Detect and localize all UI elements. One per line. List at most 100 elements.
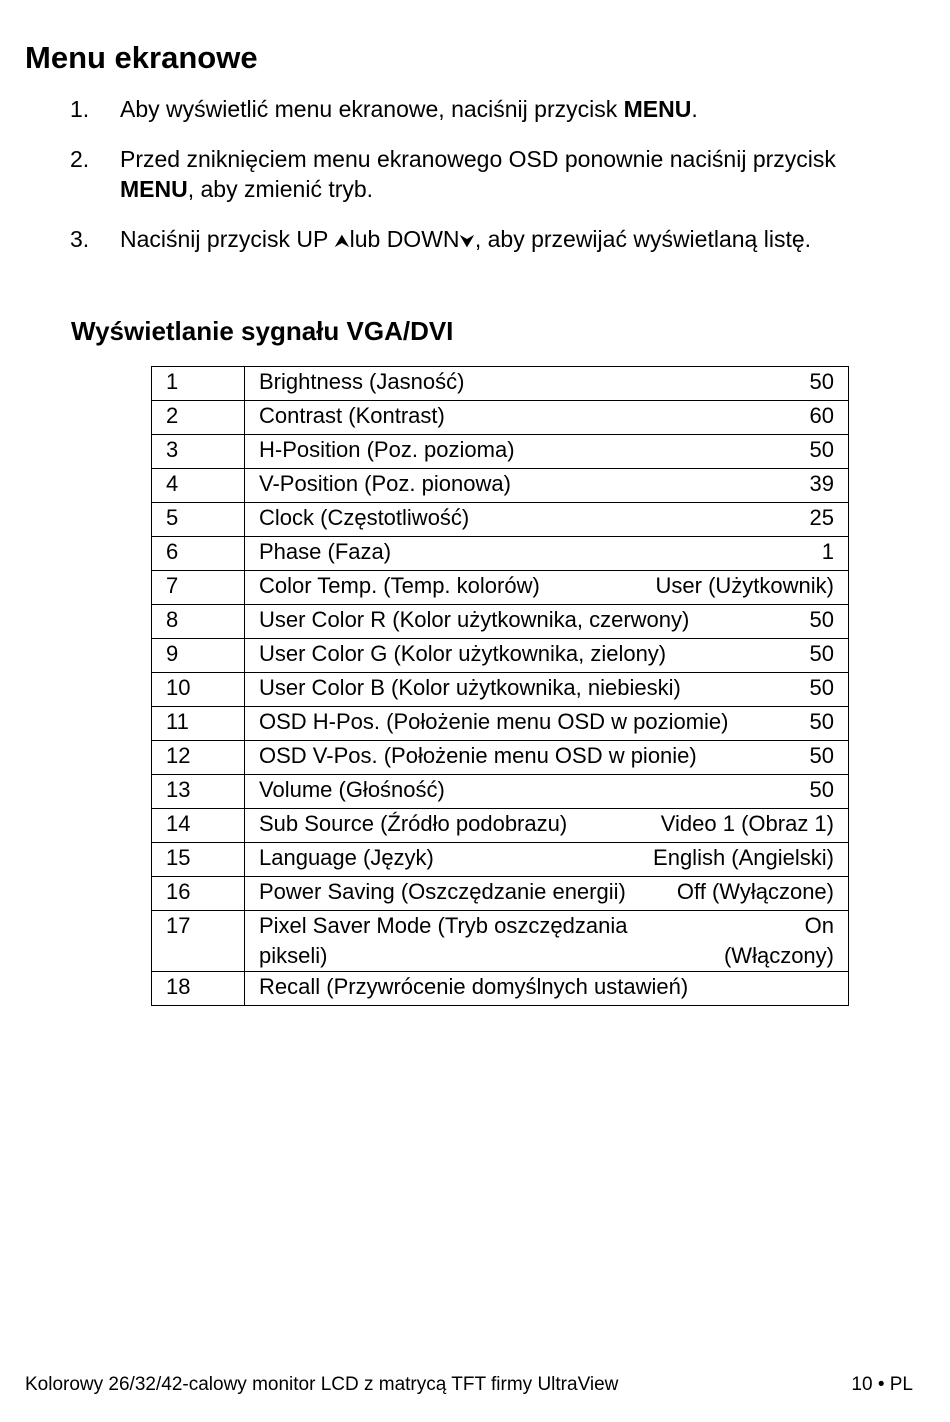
row-number: 18: [151, 971, 245, 1006]
setting-cell: 1 Phase (Faza): [244, 536, 849, 571]
setting-value: Off (Wyłączone): [676, 879, 834, 904]
setting-name: Language (Język): [259, 845, 434, 870]
footer-text: Kolorowy 26/32/42-calowy monitor LCD z m…: [25, 1374, 619, 1395]
row-number: 15: [151, 842, 245, 877]
step-text: lub DOWN: [349, 226, 460, 252]
setting-name: Clock (Częstotliwość): [259, 505, 470, 530]
setting-value: 25: [809, 505, 834, 530]
step-text: Naciśnij przycisk UP: [120, 226, 335, 252]
row-number: 17: [151, 910, 245, 972]
step-text: , aby zmienić tryb.: [187, 176, 374, 202]
table-row: 8 50 User Color R (Kolor użytkownika, czer…: [151, 604, 849, 639]
setting-value: On (Włączony): [723, 913, 834, 968]
setting-name: H-Position (Poz. pozioma): [259, 437, 515, 462]
setting-cell: 50 User Color G (Kolor użytkownika, zielo…: [244, 638, 849, 673]
row-number: 8: [151, 604, 245, 639]
row-number: 10: [151, 672, 245, 707]
setting-value: User (Użytkownik): [655, 573, 834, 598]
setting-cell: 50 User Color B (Kolor użytkownika, niebi…: [244, 672, 849, 707]
step-text: Aby wyświetlić menu ekranowe, naciśnij p…: [120, 96, 624, 122]
setting-value: 50: [809, 675, 834, 700]
step-key: MENU: [120, 176, 188, 202]
row-number: 6: [151, 536, 245, 571]
row-number: 5: [151, 502, 245, 537]
setting-value: 60: [809, 403, 834, 428]
setting-cell: 60 Contrast (Kontrast): [244, 400, 849, 435]
table-row: 10 50 User Color B (Kolor użytkownika, nie…: [151, 672, 849, 707]
setting-cell: 50 OSD H-Pos. (Położenie menu OSD w pozio…: [244, 706, 849, 741]
table-row: 5 25 Clock (Częstotliwość): [151, 502, 849, 537]
table-row: 15 English (Angielski) Language (Język): [151, 842, 849, 877]
table-row: 6 1 Phase (Faza): [151, 536, 849, 571]
setting-value: Video 1 (Obraz 1): [660, 811, 834, 836]
setting-value: 50: [809, 709, 834, 734]
row-number: 11: [151, 706, 245, 741]
setting-name: V-Position (Poz. pionowa): [259, 471, 511, 496]
table-row: 18 Recall (Przywrócenie domyślnych ustawi…: [151, 971, 849, 1006]
setting-name: Contrast (Kontrast): [259, 403, 445, 428]
footer: Kolorowy 26/32/42-calowy monitor LCD z m…: [25, 1374, 913, 1396]
table-row: 2 60 Contrast (Kontrast): [151, 400, 849, 435]
setting-cell: English (Angielski) Language (Język): [244, 842, 849, 877]
up-arrow-icon: ⮝: [334, 231, 350, 251]
down-arrow-icon: ⮟: [459, 231, 475, 251]
step-2: 2. Przed zniknięciem menu ekranowego OSD …: [70, 144, 890, 204]
setting-cell: 50 Brightness (Jasność): [244, 366, 849, 401]
setting-value: 50: [809, 743, 834, 768]
page-title: Menu ekranowe: [25, 40, 258, 75]
setting-name: Brightness (Jasność): [259, 369, 465, 394]
step-text: .: [691, 96, 698, 122]
setting-name: OSD H-Pos. (Położenie menu OSD w poziomi…: [259, 709, 729, 734]
setting-cell: Off (Wyłączone) Power Saving (Oszczędzani…: [244, 876, 849, 911]
step-text: Przed zniknięciem menu ekranowego OSD po…: [120, 146, 836, 172]
row-number: 12: [151, 740, 245, 775]
page-number: 10 • PL: [851, 1374, 913, 1395]
step-number: 2.: [70, 146, 90, 172]
row-number: 2: [151, 400, 245, 435]
row-number: 14: [151, 808, 245, 843]
setting-name: OSD V-Pos. (Położenie menu OSD w pionie): [259, 743, 697, 768]
setting-name: Power Saving (Oszczędzanie energii): [259, 879, 626, 904]
table-row: 11 50 OSD H-Pos. (Położenie menu OSD w poz…: [151, 706, 849, 741]
setting-value: 50: [809, 607, 834, 632]
step-key: MENU: [623, 96, 692, 122]
step-number: 1.: [70, 96, 90, 122]
setting-name: Volume (Głośność): [259, 777, 445, 802]
table-row: 7 User (Użytkownik) Color Temp. (Temp. kol…: [151, 570, 849, 605]
setting-value: 50: [809, 777, 834, 802]
setting-name: User Color G (Kolor użytkownika, zielony…: [259, 641, 667, 666]
row-number: 9: [151, 638, 245, 673]
table-row: 17 On (Włączony) Pixel Saver Mode (Tryb os…: [151, 910, 849, 972]
row-number: 1: [151, 366, 245, 401]
row-number: 16: [151, 876, 245, 911]
setting-name: Color Temp. (Temp. kolorów): [259, 573, 540, 598]
row-number: 13: [151, 774, 245, 809]
row-number: 7: [151, 570, 245, 605]
setting-name: User Color R (Kolor użytkownika, czerwon…: [259, 607, 690, 632]
table-row: 1 50 Brightness (Jasność): [151, 366, 849, 401]
step-3: 3. Naciśnij przycisk UP ⮝lub DOWN⮟, aby p…: [70, 224, 890, 256]
setting-cell: User (Użytkownik) Color Temp. (Temp. kolo…: [244, 570, 849, 605]
setting-name: Sub Source (Źródło podobrazu): [259, 811, 568, 836]
table-row: 16 Off (Wyłączone) Power Saving (Oszczędza…: [151, 876, 849, 911]
instruction-list: 1. Aby wyświetlić menu ekranowe, naciśnij…: [70, 94, 890, 276]
setting-value: 50: [809, 369, 834, 394]
table-row: 14 Video 1 (Obraz 1) Sub Source (Źródło po…: [151, 808, 849, 843]
table-row: 9 50 User Color G (Kolor użytkownika, ziel…: [151, 638, 849, 673]
table-row: 3 50 H-Position (Poz. pozioma): [151, 434, 849, 469]
setting-value: 50: [809, 641, 834, 666]
setting-cell: Recall (Przywrócenie domyślnych ustawień…: [244, 971, 849, 1006]
row-number: 3: [151, 434, 245, 469]
setting-value: 50: [809, 437, 834, 462]
setting-cell: 25 Clock (Częstotliwość): [244, 502, 849, 537]
setting-name: User Color B (Kolor użytkownika, niebies…: [259, 675, 681, 700]
section-title: Wyświetlanie sygnału VGA/DVI: [71, 316, 454, 346]
step-text: , aby przewijać wyświetlaną listę.: [474, 226, 812, 252]
setting-cell: Video 1 (Obraz 1) Sub Source (Źródło podo…: [244, 808, 849, 843]
setting-value: English (Angielski): [653, 845, 834, 870]
setting-name: Pixel Saver Mode (Tryb oszczędzania piks…: [259, 913, 628, 968]
row-number: 4: [151, 468, 245, 503]
setting-cell: 50 Volume (Głośność): [244, 774, 849, 809]
setting-cell: 50 OSD V-Pos. (Położenie menu OSD w pioni…: [244, 740, 849, 775]
table-row: 13 50 Volume (Głośność): [151, 774, 849, 809]
